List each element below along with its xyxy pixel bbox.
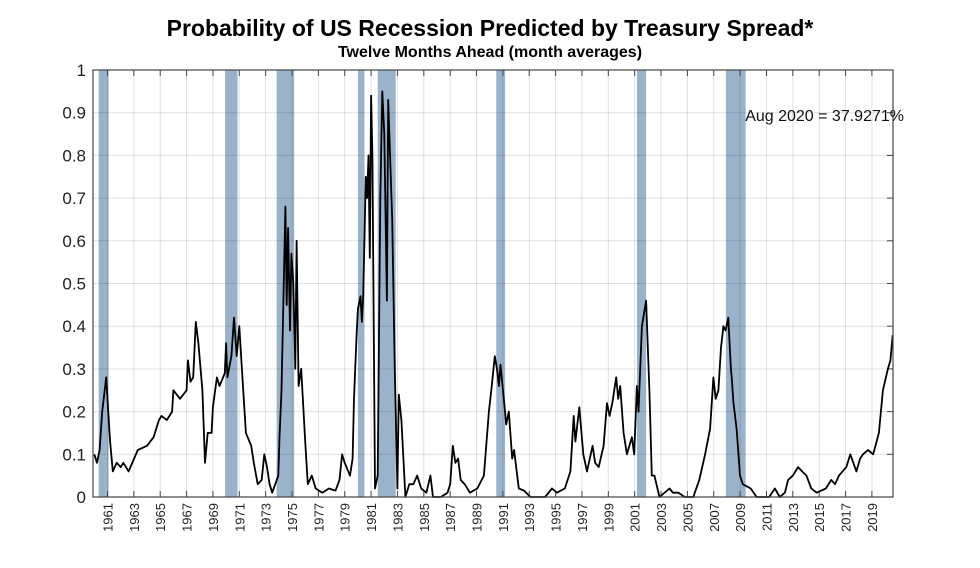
recession-band — [357, 70, 365, 497]
probability-line — [93, 90, 894, 498]
x-axis: 1961 1963 1965 1967 1969 1971 1973 1975 1977 1979… — [100, 503, 879, 532]
recession-band — [98, 70, 109, 497]
x-tick-label: 1975 — [285, 503, 300, 532]
x-tick-label: 2013 — [786, 503, 801, 532]
x-tick-label: 1961 — [100, 503, 115, 532]
x-tick-label: 2003 — [654, 503, 669, 532]
y-tick-label: 1 — [77, 61, 86, 80]
x-tick-label: 1969 — [206, 503, 221, 532]
y-tick-label: 0.6 — [62, 232, 86, 251]
chart-title: Probability of US Recession Predicted by… — [167, 15, 814, 41]
y-tick-label: 0.5 — [62, 275, 86, 294]
y-tick-label: 0.8 — [62, 146, 86, 165]
x-tick-label: 1993 — [522, 503, 537, 532]
plot-frame — [92, 69, 894, 498]
x-tick-label: 1999 — [601, 503, 616, 532]
recession-band — [496, 70, 506, 497]
recession-band — [636, 70, 647, 497]
x-tick-label: 1979 — [338, 503, 353, 532]
x-tick-label: 1991 — [496, 503, 511, 532]
y-tick-label: 0.9 — [62, 104, 86, 123]
x-tick-label: 1977 — [311, 503, 326, 532]
y-tick-label: 0.4 — [62, 317, 86, 336]
x-tick-label: 1967 — [180, 503, 195, 532]
x-tick-label: 2001 — [628, 503, 643, 532]
y-tick-label: 0.3 — [62, 360, 86, 379]
y-axis: 0 0.1 0.2 0.3 0.4 0.5 0.6 0.7 0.8 0.9 1 — [62, 61, 86, 507]
latest-value-annotation: Aug 2020 = 37.9271% — [745, 108, 904, 125]
x-tick-label: 2011 — [759, 503, 774, 531]
recession-band — [725, 70, 746, 497]
x-tick-label: 1997 — [575, 503, 590, 532]
x-tick-label: 2005 — [680, 503, 695, 532]
y-tick-label: 0 — [77, 488, 86, 507]
x-tick-label: 2015 — [812, 503, 827, 532]
x-tick-label: 1983 — [390, 503, 405, 532]
x-tick-label: 2017 — [839, 503, 854, 532]
x-tick-label: 1995 — [549, 503, 564, 532]
x-tick-label: 1973 — [259, 503, 274, 532]
y-tick-label: 0.1 — [62, 445, 86, 464]
x-tick-label: 2009 — [733, 503, 748, 532]
x-tick-label: 1965 — [153, 503, 168, 532]
x-tick-label: 1989 — [470, 503, 485, 532]
x-tick-label: 1971 — [232, 503, 247, 532]
x-tick-label: 2007 — [707, 503, 722, 532]
x-tick-label: 2019 — [865, 503, 880, 532]
y-tick-label: 0.2 — [62, 403, 86, 422]
grid-lines — [93, 69, 893, 498]
y-tick-label: 0.7 — [62, 189, 86, 208]
x-tick-label: 1981 — [364, 503, 379, 532]
x-tick-label: 1987 — [443, 503, 458, 532]
x-tick-label: 1963 — [127, 503, 142, 532]
recession-band — [225, 70, 238, 497]
x-tick-label: 1985 — [417, 503, 432, 532]
chart-subtitle: Twelve Months Ahead (month averages) — [338, 44, 642, 61]
